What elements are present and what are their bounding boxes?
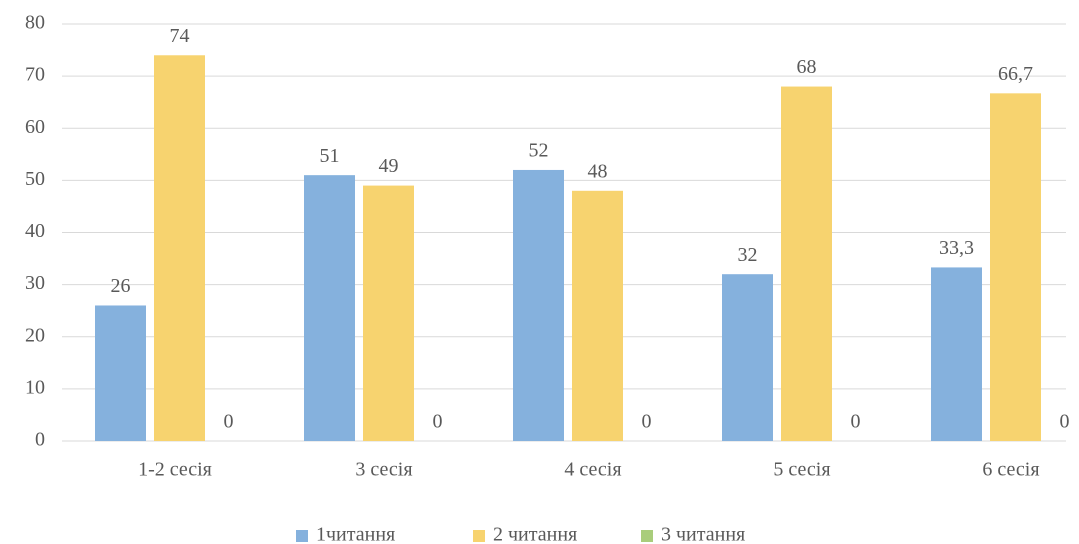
y-tick-label: 70 [25,64,45,86]
data-label: 0 [851,411,861,433]
data-label: 66,7 [998,63,1033,85]
y-tick-label: 80 [25,12,45,34]
data-label: 48 [588,160,608,182]
data-label: 51 [320,145,340,167]
data-label: 74 [170,25,190,47]
y-tick-label: 30 [25,272,45,294]
legend-label: 2 читання [493,524,577,544]
x-tick-label: 6 сесія [982,459,1039,481]
bar [931,267,982,441]
data-label: 68 [797,56,817,78]
data-label: 0 [642,411,652,433]
bar [572,190,623,441]
legend-label: 1читання [316,524,395,544]
bar [781,86,832,442]
y-tick-label: 0 [35,429,45,451]
legend-label: 3 читання [661,524,745,544]
data-label: 49 [379,155,399,177]
data-label: 52 [529,140,549,162]
legend-swatch [296,530,308,542]
bar [513,169,564,441]
y-tick-label: 60 [25,116,45,138]
data-label: 0 [224,411,234,433]
bar [363,185,414,441]
legend-swatch [473,530,485,542]
bar [990,93,1041,442]
data-label: 33,3 [939,237,974,259]
data-label: 32 [738,244,758,266]
y-tick-label: 10 [25,376,45,398]
bar [95,305,146,441]
bar [154,55,205,442]
bar [304,175,355,441]
x-tick-label: 4 сесія [564,459,621,481]
data-label: 26 [111,275,131,297]
y-tick-label: 40 [25,220,45,242]
data-label: 0 [1060,411,1070,433]
y-tick-label: 20 [25,324,45,346]
x-tick-label: 1-2 сесія [138,459,212,481]
bar [722,274,773,441]
x-tick-label: 5 сесія [773,459,830,481]
y-tick-label: 50 [25,168,45,190]
x-tick-label: 3 сесія [355,459,412,481]
legend-swatch [641,530,653,542]
data-label: 0 [433,411,443,433]
